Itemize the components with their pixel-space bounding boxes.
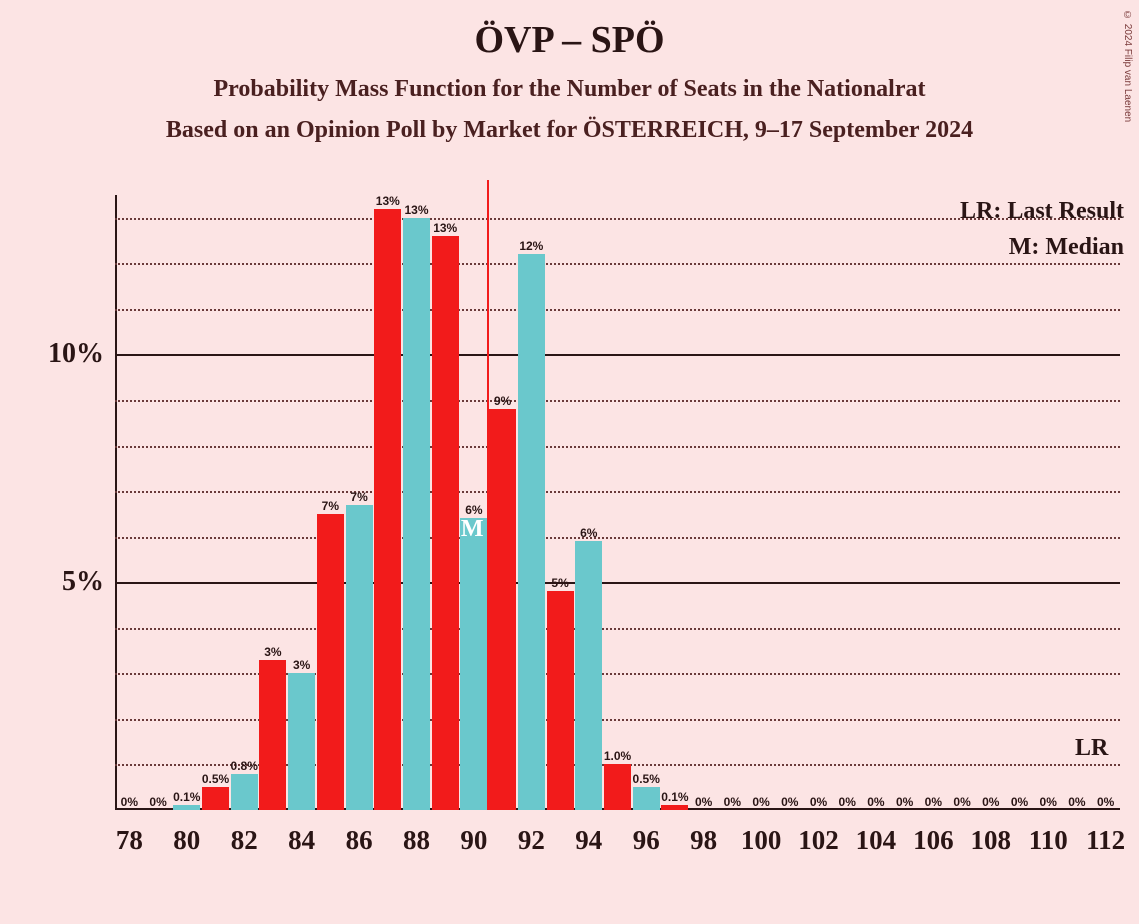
bar-teal xyxy=(518,254,545,810)
bar-value-label: 0% xyxy=(695,795,712,809)
x-axis-label: 110 xyxy=(1029,825,1068,856)
bar-teal xyxy=(288,673,315,810)
x-axis-label: 78 xyxy=(116,825,143,856)
x-axis-label: 80 xyxy=(173,825,200,856)
bar-value-label: 12% xyxy=(519,239,543,253)
bar-value-label: 0% xyxy=(724,795,741,809)
x-axis-label: 92 xyxy=(518,825,545,856)
bar-value-label: 1.0% xyxy=(604,749,631,763)
bar-value-label: 7% xyxy=(350,490,367,504)
bar-red xyxy=(604,764,631,810)
chart-plot-area: 0%0%0.1%0.5%0.8%3%3%7%7%13%13%13%6%9%12%… xyxy=(115,195,1120,810)
bar-value-label: 0% xyxy=(839,795,856,809)
bar-value-label: 0% xyxy=(1068,795,1085,809)
bar-value-label: 13% xyxy=(404,203,428,217)
bar-teal xyxy=(460,518,487,810)
bar-value-label: 0% xyxy=(1011,795,1028,809)
bar-value-label: 0.8% xyxy=(231,759,258,773)
bar-teal xyxy=(633,787,660,810)
median-marker: M xyxy=(461,516,484,543)
x-axis-label: 98 xyxy=(690,825,717,856)
bar-value-label: 5% xyxy=(551,576,568,590)
chart-subtitle-2: Based on an Opinion Poll by Market for Ö… xyxy=(0,117,1139,144)
y-axis-label: 10% xyxy=(24,338,104,370)
bar-teal xyxy=(575,541,602,810)
bar-value-label: 3% xyxy=(264,645,281,659)
x-axis-label: 102 xyxy=(798,825,839,856)
grid-dotted-line xyxy=(115,400,1120,402)
grid-dotted-line xyxy=(115,309,1120,311)
grid-solid-line xyxy=(115,354,1120,356)
x-axis-label: 88 xyxy=(403,825,430,856)
bar-value-label: 0.5% xyxy=(633,772,660,786)
chart-title: ÖVP – SPÖ xyxy=(0,0,1139,62)
bar-teal xyxy=(346,505,373,810)
bar-value-label: 13% xyxy=(433,221,457,235)
grid-dotted-line xyxy=(115,491,1120,493)
grid-dotted-line xyxy=(115,446,1120,448)
bar-value-label: 6% xyxy=(465,503,482,517)
median-line xyxy=(487,180,489,810)
bar-red xyxy=(547,591,574,810)
bar-value-label: 0% xyxy=(1040,795,1057,809)
bar-value-label: 0.5% xyxy=(202,772,229,786)
bar-red xyxy=(259,660,286,810)
bar-value-label: 0% xyxy=(925,795,942,809)
bar-value-label: 0% xyxy=(867,795,884,809)
x-axis-label: 100 xyxy=(741,825,782,856)
x-axis-label: 108 xyxy=(971,825,1012,856)
bar-value-label: 0% xyxy=(149,795,166,809)
bar-value-label: 0% xyxy=(121,795,138,809)
bar-teal xyxy=(173,805,200,810)
bar-value-label: 0% xyxy=(781,795,798,809)
grid-solid-line xyxy=(115,582,1120,584)
x-axis-label: 94 xyxy=(575,825,602,856)
bar-value-label: 0% xyxy=(896,795,913,809)
bar-value-label: 6% xyxy=(580,526,597,540)
last-result-marker: LR xyxy=(1075,735,1108,762)
bar-value-label: 13% xyxy=(376,194,400,208)
x-axis-label: 86 xyxy=(346,825,373,856)
x-axis-label: 112 xyxy=(1086,825,1125,856)
bar-red xyxy=(374,209,401,810)
grid-dotted-line xyxy=(115,537,1120,539)
bar-teal xyxy=(403,218,430,810)
bar-red xyxy=(317,514,344,810)
bar-value-label: 0% xyxy=(810,795,827,809)
x-axis-label: 104 xyxy=(856,825,897,856)
bar-value-label: 0.1% xyxy=(173,790,200,804)
x-axis-label: 84 xyxy=(288,825,315,856)
bar-value-label: 3% xyxy=(293,658,310,672)
grid-dotted-line xyxy=(115,628,1120,630)
bar-red xyxy=(661,805,688,810)
bar-red xyxy=(202,787,229,810)
bar-value-label: 0% xyxy=(953,795,970,809)
y-axis-label: 5% xyxy=(24,566,104,598)
x-axis-label: 82 xyxy=(231,825,258,856)
grid-dotted-line xyxy=(115,263,1120,265)
bar-value-label: 0% xyxy=(752,795,769,809)
x-axis-label: 96 xyxy=(633,825,660,856)
x-axis-label: 90 xyxy=(460,825,487,856)
chart-container: © 2024 Filip van Laenen ÖVP – SPÖ Probab… xyxy=(0,0,1139,924)
chart-subtitle-1: Probability Mass Function for the Number… xyxy=(0,76,1139,103)
bar-value-label: 0% xyxy=(1097,795,1114,809)
bar-red xyxy=(489,409,516,810)
bar-value-label: 0.1% xyxy=(661,790,688,804)
bar-value-label: 9% xyxy=(494,394,511,408)
y-axis xyxy=(115,195,117,810)
bar-value-label: 7% xyxy=(322,499,339,513)
bar-red xyxy=(432,236,459,810)
grid-dotted-line xyxy=(115,218,1120,220)
bar-teal xyxy=(231,774,258,810)
copyright-text: © 2024 Filip van Laenen xyxy=(1122,10,1133,122)
bar-value-label: 0% xyxy=(982,795,999,809)
x-axis-label: 106 xyxy=(913,825,954,856)
